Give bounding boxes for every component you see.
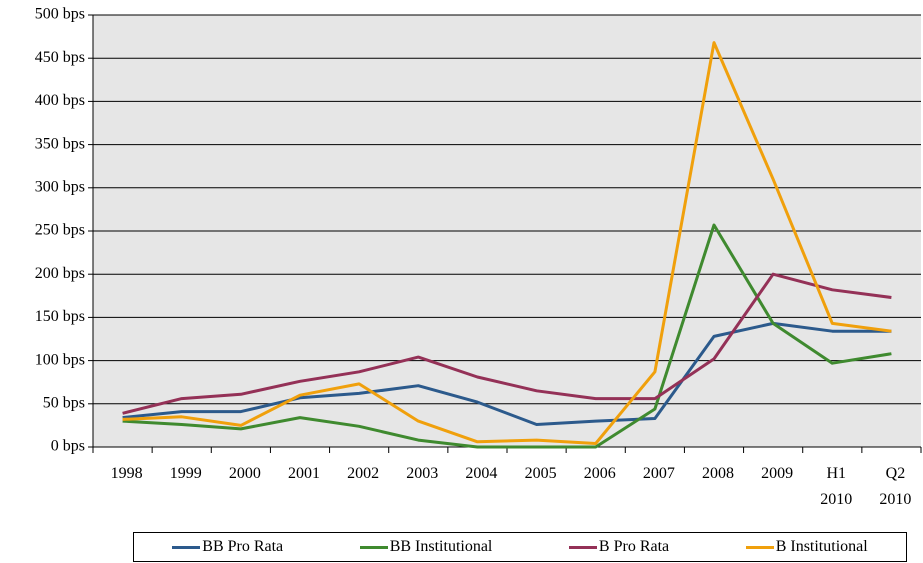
x-tick-label: 2003 — [406, 465, 439, 482]
y-tick-label: 0 bps — [51, 438, 85, 455]
x-tick-label: 1998 — [110, 465, 143, 482]
chart: 0 bps 50 bps 100 bps 150 bps 200 bps 250 bps 3… — [35, 6, 922, 455]
series-line — [122, 41, 892, 445]
x-tick-label: 2004 — [465, 465, 498, 482]
legend-item: BB Institutional — [359, 538, 493, 556]
x-tick-label: 2007 — [642, 465, 675, 482]
x-tick-label: 2000 — [228, 465, 261, 482]
x-tick-label: 2001 — [288, 465, 320, 482]
x-tick-label: 2008 — [702, 465, 734, 482]
x-tick-label: 2002 — [347, 465, 380, 482]
legend-item: B Pro Rata — [568, 538, 670, 556]
legend-label: B Institutional — [775, 538, 868, 555]
x-tick-label: 2009 — [761, 465, 794, 482]
legend-label: BB Institutional — [389, 538, 493, 555]
y-tick-label: 450 bps — [35, 49, 85, 66]
legend-label: B Pro Rata — [598, 538, 670, 555]
x-tick-label: H1 2010 — [820, 465, 853, 508]
legend-swatch — [568, 545, 597, 549]
x-tick-label: Q2 2010 — [879, 465, 912, 508]
legend-swatch — [172, 545, 201, 549]
x-tick-label: 2006 — [583, 465, 616, 482]
legend-swatch — [745, 545, 774, 549]
y-tick-label: 250 bps — [35, 222, 85, 239]
y-tick-label: 150 bps — [35, 308, 85, 325]
legend: BB Pro Rata BB Institutional B Pro Rata B I… — [133, 532, 907, 562]
x-tick-label: 1999 — [169, 465, 202, 482]
series-line — [122, 223, 892, 449]
y-tick-label: 50 bps — [43, 394, 85, 411]
legend-label: BB Pro Rata — [202, 538, 284, 555]
y-tick-label: 400 bps — [35, 92, 85, 109]
legend-item: BB Pro Rata — [172, 538, 283, 556]
y-tick-label: 350 bps — [35, 135, 85, 152]
y-tick-label: 200 bps — [35, 265, 85, 282]
y-tick-label: 100 bps — [35, 351, 85, 368]
y-tick-label: 300 bps — [35, 178, 85, 195]
legend-swatch — [359, 545, 388, 549]
x-tick-label: 2005 — [524, 465, 557, 482]
legend-item: B Institutional — [745, 538, 868, 556]
series-line — [122, 272, 892, 415]
series-line — [122, 321, 892, 426]
y-tick-label: 500 bps — [35, 6, 85, 23]
